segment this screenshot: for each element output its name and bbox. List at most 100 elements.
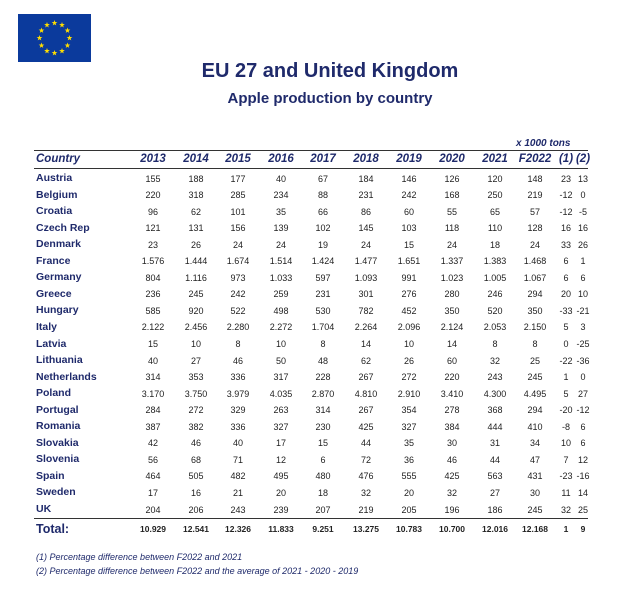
table-cell: 3.410: [440, 388, 464, 399]
table-cell: 50: [275, 355, 287, 366]
table-cell: 245: [527, 504, 543, 515]
country-name: Spain: [36, 469, 65, 482]
flag-star: [64, 42, 71, 48]
table-cell: 48: [317, 355, 329, 366]
table-cell: 2.096: [397, 322, 421, 333]
table-cell: 301: [358, 289, 374, 300]
table-cell: 204: [145, 504, 161, 515]
table-cell: 42: [147, 438, 159, 449]
table-cell: 1.444: [184, 256, 208, 267]
table-cell: 118: [444, 223, 460, 234]
total-cell: 1: [563, 524, 569, 534]
country-name: Sweden: [36, 486, 76, 499]
table-cell: -16: [576, 471, 590, 482]
table-cell: 86: [360, 206, 372, 217]
table-cell: 60: [403, 206, 415, 217]
table-cell: 10: [577, 289, 589, 300]
table-cell: 1.576: [141, 256, 165, 267]
table-cell: 410: [527, 421, 543, 432]
total-cell: 12.541: [183, 524, 209, 534]
table-cell: 155: [145, 173, 161, 184]
table-cell: 40: [232, 438, 244, 449]
table-cell: 60: [446, 355, 458, 366]
table-cell: 7: [563, 454, 569, 465]
table-cell: 498: [273, 305, 289, 316]
table-cell: 246: [487, 289, 503, 300]
table-cell: 66: [317, 206, 329, 217]
table-cell: 131: [188, 223, 204, 234]
table-cell: 128: [527, 223, 543, 234]
table-cell: 387: [145, 421, 161, 432]
table-cell: 476: [358, 471, 374, 482]
flag-stars: [36, 20, 73, 56]
header-rule: [34, 168, 588, 169]
table-cell: 242: [230, 289, 246, 300]
flag-star: [59, 47, 65, 54]
table-cell: 245: [188, 289, 204, 300]
table-cell: -8: [561, 421, 571, 432]
table-cell: 318: [188, 190, 204, 201]
table-cell: 24: [446, 239, 458, 250]
table-cell: 24: [529, 239, 541, 250]
table-cell: 278: [444, 405, 460, 416]
table-cell: 62: [190, 206, 202, 217]
table-cell: 285: [230, 190, 246, 201]
table-cell: 31: [489, 438, 501, 449]
country-name: Austria: [36, 172, 73, 184]
table-cell: 71: [232, 454, 244, 465]
table-cell: 267: [358, 405, 374, 416]
table-cell: 220: [145, 190, 161, 201]
table-cell: -12: [559, 190, 573, 201]
table-cell: 15: [403, 239, 415, 250]
table-cell: 96: [147, 206, 159, 217]
table-cell: 3.170: [141, 388, 165, 399]
table-cell: 35: [403, 438, 415, 449]
table-cell: 177: [230, 173, 246, 184]
table-cell: 24: [232, 239, 244, 250]
total-cell: 12.016: [482, 524, 508, 534]
country-name: Slovenia: [36, 453, 80, 466]
table-cell: 16: [577, 223, 589, 234]
table-cell: 350: [444, 305, 460, 316]
table-cell: 353: [188, 372, 204, 383]
table-cell: 126: [444, 173, 460, 184]
table-cell: 2.272: [269, 322, 293, 333]
table-cell: 1.116: [185, 272, 207, 283]
table-cell: 30: [446, 438, 458, 449]
table-cell: 101: [230, 206, 246, 217]
table-cell: 259: [273, 289, 289, 300]
table-cell: 243: [487, 372, 503, 383]
table-cell: 17: [275, 438, 287, 449]
table-cell: 27: [190, 355, 202, 366]
table-cell: 1.067: [523, 272, 547, 283]
flag-star: [51, 50, 58, 56]
table-cell: 8: [492, 339, 498, 349]
flag-star: [44, 22, 50, 28]
table-cell: 18: [489, 239, 501, 250]
table-cell: 11: [561, 487, 571, 498]
table-cell: -25: [576, 339, 590, 349]
table-cell: 2.053: [483, 322, 507, 333]
flag-star: [38, 42, 45, 48]
table-cell: 4.300: [483, 388, 507, 399]
total-cell: 9.251: [312, 524, 334, 534]
total-cell: 10.783: [396, 524, 422, 534]
table-cell: 329: [230, 405, 246, 416]
table-cell: 27: [577, 388, 589, 399]
table-cell: 425: [444, 471, 460, 482]
table-cell: 10: [403, 339, 415, 349]
table-cell: 444: [487, 421, 503, 432]
table-cell: -23: [559, 471, 573, 482]
country-name: Romania: [36, 420, 81, 433]
table-cell: 263: [273, 405, 289, 416]
column-header: 2021: [482, 153, 508, 165]
table-cell: 57: [529, 206, 541, 217]
table-cell: 2.280: [226, 322, 250, 333]
table-cell: 14: [577, 487, 589, 498]
table-cell: 32: [360, 487, 372, 498]
country-name: Netherlands: [36, 370, 97, 383]
country-name: Greece: [36, 287, 72, 300]
table-cell: 20: [275, 487, 287, 498]
footnote: (1) Percentage difference between F2022 …: [36, 552, 243, 562]
flag-star: [38, 27, 45, 33]
